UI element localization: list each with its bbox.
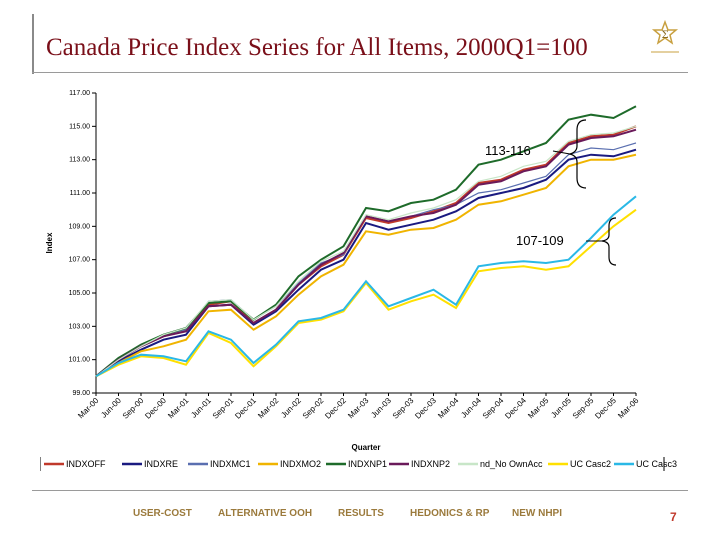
annotation-label: 113-116 [485,143,531,158]
legend-label: INDXMC1 [210,459,251,469]
x-tick-label: Sep-05 [571,396,596,421]
nav-new-nhpi[interactable]: NEW NHPI [512,508,562,519]
legend-label: INDXMO2 [280,459,321,469]
x-tick-label: Dec-05 [593,396,618,421]
x-tick-label: Dec-00 [143,396,168,421]
y-tick-label: 117.00 [69,90,90,97]
series-line-indxoff [95,125,637,378]
x-tick-label: Mar-02 [256,396,281,421]
series-line-uc-casc3 [95,195,637,378]
x-axis-label: Quarter [352,443,381,452]
legend-label: INDXRE [144,459,178,469]
x-tick-label: Mar-00 [76,396,101,421]
page-number: 7 [670,510,677,524]
x-tick-label: Jun-00 [99,396,123,420]
y-axis-label: Index [45,232,54,253]
x-tick-label: Jun-02 [279,396,303,420]
price-index-chart: 99.00 101.00 103.00 105.00 107.00 109.00 111.0… [40,90,677,471]
y-tick-label: 113.00 [69,157,90,164]
x-tick-label: Dec-04 [503,396,528,421]
x-tick-label: Mar-04 [436,396,461,421]
series-line-nd-no-ownacc [95,125,637,377]
x-tick-label: Jun-04 [459,396,483,420]
legend-label: INDXNP2 [411,459,450,469]
series-line-indxnp2 [95,128,637,378]
x-tick-label: Sep-02 [301,396,326,421]
annotation-pointer [552,150,571,155]
legend-label: nd_No OwnAcc [480,459,543,469]
x-tick-label: Mar-05 [526,396,551,421]
nav-results[interactable]: RESULTS [338,508,384,519]
x-tick-label: Mar-01 [166,396,191,421]
x-tick-label: Sep-00 [121,396,146,421]
legend-label: INDXOFF [66,459,106,469]
x-tick-label: Dec-03 [413,396,438,421]
x-tick-label: Sep-01 [211,396,236,421]
series-line-indxre [95,148,637,378]
x-tick-label: Mar-06 [616,396,641,421]
y-tick-label: 105.00 [69,290,91,297]
x-tick-label: Sep-04 [481,396,506,421]
y-tick-label: 115.00 [69,123,90,130]
y-tick-label: 111.00 [70,190,90,197]
svg-text:Σ: Σ [661,30,668,41]
slide-title: Canada Price Index Series for All Items,… [46,34,588,61]
y-tick-label: 103.00 [69,323,91,330]
annotation-label: 107-109 [516,233,564,248]
x-tick-label: Mar-03 [346,396,371,421]
nav-alternative-ooh[interactable]: ALTERNATIVE OOH [218,508,313,519]
x-tick-label: Dec-01 [233,396,258,421]
x-tick-label: Sep-03 [391,396,416,421]
x-tick-label: Jun-05 [549,396,573,420]
header-divider [32,72,688,73]
x-tick-label: Jun-03 [369,396,393,420]
y-tick-label: 99.00 [72,390,90,397]
x-tick-label: Jun-01 [189,396,213,420]
legend-label: UC Casc3 [636,459,677,469]
annotation-brace [567,119,587,189]
series-line-uc-casc2 [95,208,637,378]
annotation-brace [601,217,617,266]
statcan-logo-icon: Σ [651,20,679,53]
y-tick-label: 101.00 [69,357,91,364]
x-tick-label: Dec-02 [323,396,348,421]
nav-hedonics-rp[interactable]: HEDONICS & RP [410,508,490,519]
y-tick-label: 109.00 [69,223,91,230]
title-left-rule [32,14,34,74]
series-line-indxmo2 [95,153,637,378]
legend-label: UC Casc2 [570,459,611,469]
y-tick-label: 107.00 [69,257,91,264]
legend-label: INDXNP1 [348,459,387,469]
nav-user-cost[interactable]: USER-COST [133,508,192,519]
footer-divider [32,490,688,491]
